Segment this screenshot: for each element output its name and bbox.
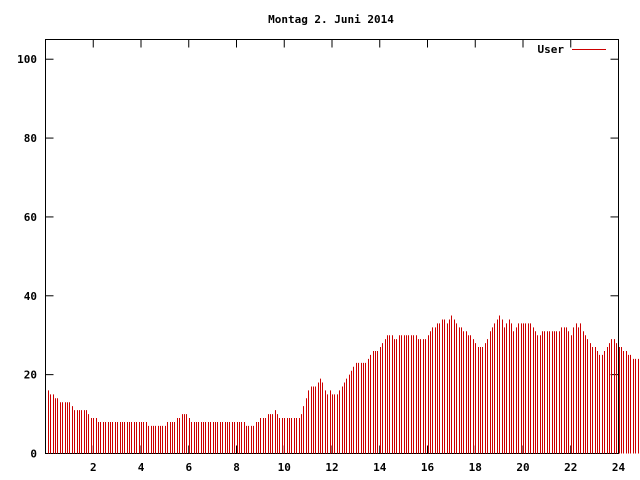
x-tick-label: 24 (612, 461, 626, 474)
y-tick-label: 80 (24, 132, 37, 145)
x-tick-label: 12 (325, 461, 338, 474)
x-tick-label: 10 (278, 461, 291, 474)
y-axis: 0 20 40 60 80 100 (17, 53, 619, 461)
x-tick-label: 18 (469, 461, 482, 474)
y-tick-label: 0 (30, 448, 37, 461)
bar-series-user (48, 315, 639, 454)
x-tick-label: 8 (233, 461, 240, 474)
legend-label-user: User (538, 43, 565, 56)
x-tick-label: 16 (421, 461, 435, 474)
y-tick-label: 40 (24, 290, 37, 303)
x-tick-label: 14 (373, 461, 387, 474)
x-tick-label: 22 (564, 461, 577, 474)
x-tick-label: 4 (138, 461, 145, 474)
y-tick-label: 60 (24, 211, 37, 224)
y-tick-label: 20 (24, 369, 37, 382)
x-tick-label: 20 (516, 461, 529, 474)
x-tick-label: 2 (90, 461, 97, 474)
x-axis: 2 4 6 8 10 12 14 16 18 20 22 24 (90, 39, 626, 474)
chart-title: Montag 2. Juni 2014 (268, 13, 394, 26)
plot-frame (45, 39, 619, 454)
x-tick-label: 6 (185, 461, 192, 474)
legend: User (538, 43, 606, 56)
y-tick-label: 100 (17, 53, 37, 66)
